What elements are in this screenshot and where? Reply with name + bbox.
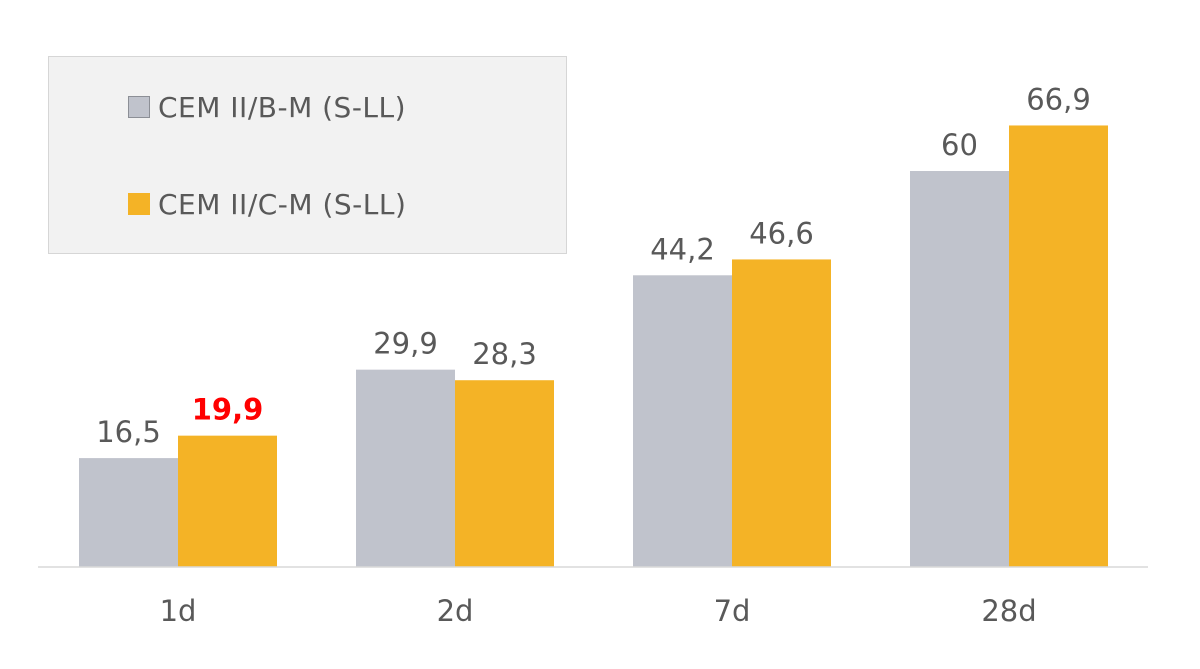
value-label-1d-series-2: 19,9 [192, 393, 264, 427]
legend-label-series-1: CEM II/B-M (S-LL) [158, 90, 407, 124]
value-label-28d-series-1: 60 [941, 128, 978, 162]
legend-swatch-series-2 [128, 193, 150, 215]
legend-item-series-1: CEM II/B-M (S-LL) [128, 87, 406, 127]
value-labels-group: 16,5 19,9 29,9 28,3 44,2 46,6 60 66,9 [96, 82, 1091, 449]
bar-7d-series-1 [633, 275, 732, 567]
bar-2d-series-2 [455, 380, 554, 567]
value-label-7d-series-1: 44,2 [650, 232, 715, 266]
bar-28d-series-1 [910, 171, 1009, 567]
x-tick-label-2d: 2d [437, 594, 474, 628]
bars-group [79, 125, 1108, 568]
value-label-1d-series-1: 16,5 [96, 415, 161, 449]
bar-28d-series-2 [1009, 125, 1108, 568]
x-tick-label-7d: 7d [714, 594, 751, 628]
bar-1d-series-1 [79, 458, 178, 567]
value-label-28d-series-2: 66,9 [1026, 82, 1091, 116]
legend-swatch-series-1 [128, 96, 150, 118]
value-label-2d-series-1: 29,9 [373, 327, 438, 361]
x-tick-label-28d: 28d [981, 594, 1036, 628]
value-label-7d-series-2: 46,6 [749, 216, 814, 250]
value-label-2d-series-2: 28,3 [472, 337, 537, 371]
bar-2d-series-1 [356, 369, 455, 567]
x-tick-label-1d: 1d [160, 594, 197, 628]
x-tick-labels-group: 1d 2d 7d 28d [160, 594, 1037, 628]
legend-item-series-2: CEM II/C-M (S-LL) [128, 184, 406, 224]
bar-7d-series-2 [732, 259, 831, 567]
legend-label-series-2: CEM II/C-M (S-LL) [158, 187, 407, 221]
bar-1d-series-2 [178, 435, 277, 567]
legend [48, 56, 567, 254]
